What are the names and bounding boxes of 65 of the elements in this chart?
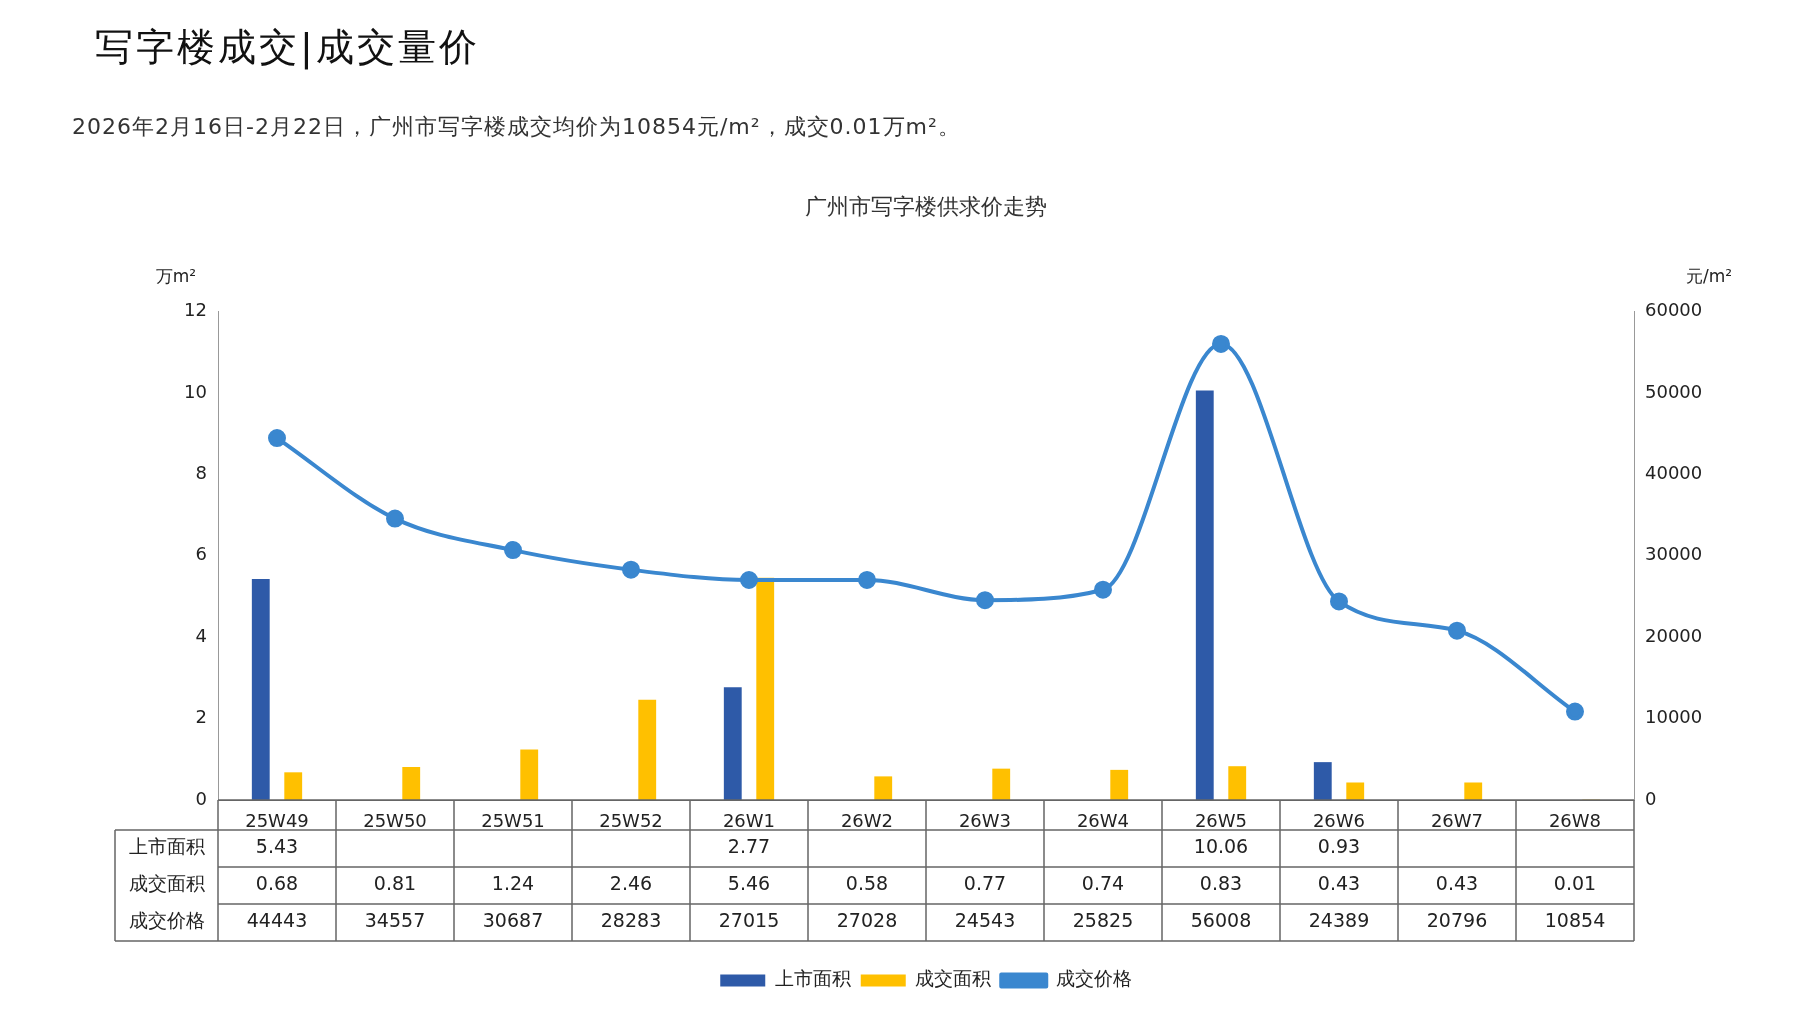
data-label: 28283 — [600, 909, 662, 932]
x-tick-label: 25W52 — [599, 810, 663, 832]
y-tick-label: 12 — [184, 299, 207, 321]
data-label: 24389 — [1308, 909, 1370, 932]
data-label: 0.43 — [1435, 872, 1479, 895]
y-tick-label: 2 — [195, 706, 207, 728]
legend-label: 成交价格 — [1055, 967, 1132, 990]
x-tick-label: 26W4 — [1076, 810, 1130, 832]
legend-label: 成交面积 — [915, 967, 992, 990]
data-label: 0.68 — [255, 872, 299, 895]
y-tick-label: 6 — [195, 543, 207, 565]
x-tick-label: 26W5 — [1194, 810, 1248, 832]
data-label: 5.43 — [255, 835, 299, 858]
y2-tick-label: 40000 — [1645, 461, 1703, 483]
x-tick-label: 26W6 — [1312, 810, 1366, 832]
data-label: 1.24 — [491, 872, 535, 895]
text: 2026年2月16日-2月22日，广州市写字楼成交均价为10854元/m²，成交0.01万m²。 — [72, 113, 961, 141]
data-label: 34557 — [364, 909, 426, 932]
data-label: 27028 — [836, 909, 898, 932]
data-label: 0.83 — [1199, 872, 1243, 895]
text: 上市面积 — [128, 835, 205, 858]
y2-tick-label: 20000 — [1645, 624, 1703, 646]
text: 写字楼成交|成交量价 — [95, 24, 480, 72]
data-label: 10854 — [1544, 909, 1606, 932]
x-tick-label: 26W3 — [958, 810, 1012, 832]
data-label: 27015 — [718, 909, 780, 932]
data-label: 0.74 — [1081, 872, 1125, 895]
y2-tick-label: 50000 — [1645, 380, 1703, 402]
y-tick-label: 8 — [195, 461, 207, 483]
text: 成交价格 — [128, 909, 205, 932]
data-label: 2.46 — [609, 872, 653, 895]
data-label: 20796 — [1426, 909, 1488, 932]
data-label: 30687 — [482, 909, 544, 932]
legend-label: 上市面积 — [774, 967, 851, 990]
data-label: 0.58 — [845, 872, 889, 895]
y2-tick-label: 0 — [1645, 787, 1657, 809]
data-label: 5.46 — [727, 872, 771, 895]
y-tick-label: 10 — [184, 380, 207, 402]
data-label: 0.81 — [373, 872, 417, 895]
x-tick-label: 25W49 — [245, 810, 309, 832]
x-tick-label: 25W50 — [363, 810, 427, 832]
x-tick-label: 25W51 — [481, 810, 545, 832]
data-label: 10.06 — [1193, 835, 1249, 858]
data-label: 0.77 — [963, 872, 1007, 895]
data-label: 0.43 — [1317, 872, 1361, 895]
y2-axis-title: 元/m² — [1685, 266, 1733, 287]
data-label: 0.01 — [1553, 872, 1597, 895]
y2-tick-label: 30000 — [1645, 543, 1703, 565]
data-label: 2.77 — [727, 835, 771, 858]
chart-title: 广州市写字楼供求价走势 — [805, 193, 1047, 219]
x-tick-label: 26W7 — [1430, 810, 1484, 832]
data-label: 44443 — [246, 909, 308, 932]
data-label: 25825 — [1072, 909, 1134, 932]
x-tick-label: 26W1 — [722, 810, 776, 832]
y2-tick-label: 10000 — [1645, 706, 1703, 728]
y-axis-title: 万m² — [155, 266, 197, 287]
text: 成交面积 — [128, 872, 205, 895]
data-label: 24543 — [954, 909, 1016, 932]
y-tick-label: 4 — [195, 624, 207, 646]
y2-tick-label: 60000 — [1645, 299, 1703, 321]
data-label: 56008 — [1190, 909, 1252, 932]
data-label: 0.93 — [1317, 835, 1361, 858]
x-tick-label: 26W2 — [840, 810, 894, 832]
x-tick-label: 26W8 — [1548, 810, 1602, 832]
y-tick-label: 0 — [195, 787, 207, 809]
